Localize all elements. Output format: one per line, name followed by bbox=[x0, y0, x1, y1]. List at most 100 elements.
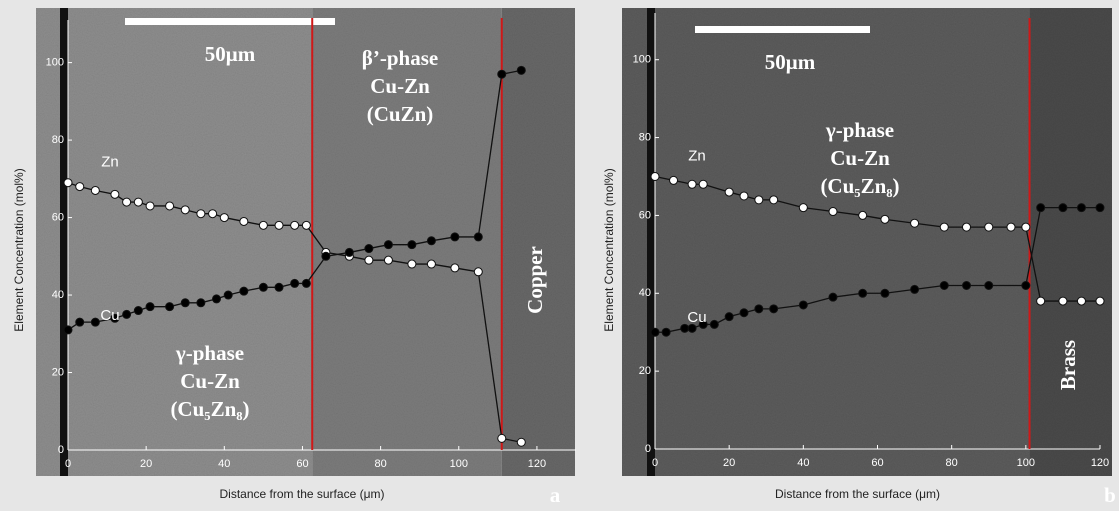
data-point bbox=[208, 209, 218, 219]
data-point bbox=[984, 222, 994, 232]
data-point bbox=[1076, 203, 1086, 213]
data-point bbox=[739, 308, 749, 318]
data-point bbox=[75, 317, 85, 327]
data-point bbox=[724, 312, 734, 322]
y-tick-label: 40 bbox=[52, 289, 64, 301]
data-point bbox=[426, 236, 436, 246]
micrograph-region bbox=[312, 8, 502, 476]
data-point bbox=[473, 232, 483, 242]
data-point bbox=[984, 281, 994, 290]
phase-label: γ-phase bbox=[175, 341, 244, 365]
data-point bbox=[344, 247, 354, 257]
data-point bbox=[1036, 203, 1046, 213]
x-tick-label: 100 bbox=[450, 458, 468, 470]
data-point bbox=[754, 304, 764, 314]
y-tick-label: 100 bbox=[633, 54, 651, 66]
data-point bbox=[274, 220, 284, 230]
data-point bbox=[1095, 203, 1105, 213]
x-tick-label: 40 bbox=[797, 457, 809, 469]
data-point bbox=[910, 284, 920, 294]
data-point bbox=[516, 65, 526, 75]
x-tick-label: 100 bbox=[1017, 457, 1035, 469]
data-point bbox=[165, 302, 175, 312]
data-point bbox=[145, 302, 155, 312]
data-point bbox=[426, 259, 436, 269]
data-point bbox=[211, 294, 221, 304]
y-tick-label: 40 bbox=[639, 287, 651, 299]
x-tick-label: 120 bbox=[1091, 457, 1109, 469]
series-label: Zn bbox=[101, 154, 119, 171]
data-point bbox=[858, 210, 868, 220]
data-point bbox=[516, 437, 526, 447]
data-point bbox=[939, 281, 949, 290]
data-point bbox=[880, 288, 890, 298]
data-point bbox=[364, 255, 374, 265]
data-point bbox=[122, 309, 132, 319]
data-point bbox=[258, 282, 268, 292]
data-point bbox=[769, 304, 779, 314]
data-point bbox=[650, 327, 660, 337]
data-point bbox=[383, 240, 393, 250]
data-point bbox=[258, 220, 268, 230]
phase-label: Cu-Zn bbox=[370, 74, 430, 98]
y-tick-label: 80 bbox=[639, 131, 651, 143]
data-point bbox=[301, 220, 311, 230]
dark-strip bbox=[647, 8, 655, 476]
micrograph bbox=[622, 8, 1112, 476]
data-point bbox=[1036, 296, 1046, 306]
data-point bbox=[669, 175, 679, 185]
scale-bar bbox=[125, 18, 335, 25]
data-point bbox=[473, 267, 483, 277]
data-point bbox=[1058, 296, 1068, 306]
data-point bbox=[739, 191, 749, 201]
data-point bbox=[407, 259, 417, 269]
micrograph-region bbox=[501, 8, 575, 476]
data-point bbox=[450, 232, 460, 242]
data-point bbox=[698, 179, 708, 189]
y-tick-label: 0 bbox=[645, 443, 651, 455]
data-point bbox=[1021, 222, 1031, 232]
data-point bbox=[239, 286, 249, 296]
series-label: Zn bbox=[688, 147, 706, 164]
data-point bbox=[687, 323, 697, 333]
data-point bbox=[880, 214, 890, 224]
x-tick-label: 0 bbox=[65, 458, 71, 470]
data-point bbox=[133, 306, 143, 316]
data-point bbox=[828, 292, 838, 302]
panel-letter: b bbox=[1104, 483, 1116, 507]
data-point bbox=[962, 281, 971, 290]
scale-label: 50μm bbox=[765, 50, 816, 74]
x-tick-label: 40 bbox=[218, 458, 230, 470]
series-line bbox=[654, 175, 1100, 302]
dark-strip bbox=[60, 8, 68, 476]
data-point bbox=[301, 278, 311, 288]
data-point bbox=[63, 178, 73, 188]
data-point bbox=[290, 220, 300, 230]
micrograph bbox=[36, 8, 575, 476]
scale-label: 50μm bbox=[205, 42, 256, 66]
data-point bbox=[180, 205, 190, 215]
x-tick-label: 0 bbox=[652, 457, 658, 469]
data-point bbox=[110, 189, 120, 199]
data-point bbox=[90, 185, 100, 195]
data-point bbox=[687, 179, 697, 189]
x-tick-label: 80 bbox=[946, 457, 958, 469]
data-point bbox=[145, 201, 155, 211]
data-point bbox=[1006, 222, 1016, 232]
data-point bbox=[122, 197, 132, 207]
data-point bbox=[450, 263, 460, 273]
x-tick-label: 80 bbox=[374, 458, 386, 470]
phase-label: Copper bbox=[523, 246, 547, 314]
x-axis-label: Distance from the surface (μm) bbox=[775, 487, 940, 501]
y-tick-label: 20 bbox=[639, 365, 651, 377]
y-tick-label: 60 bbox=[639, 209, 651, 221]
phase-label: β’-phase bbox=[362, 46, 438, 70]
data-point bbox=[196, 209, 206, 219]
data-point bbox=[798, 203, 808, 213]
data-point bbox=[75, 182, 85, 192]
data-point bbox=[63, 325, 73, 335]
scale-bar bbox=[695, 26, 870, 33]
x-axis-label: Distance from the surface (μm) bbox=[220, 487, 385, 501]
series-label: Cu bbox=[100, 307, 119, 324]
